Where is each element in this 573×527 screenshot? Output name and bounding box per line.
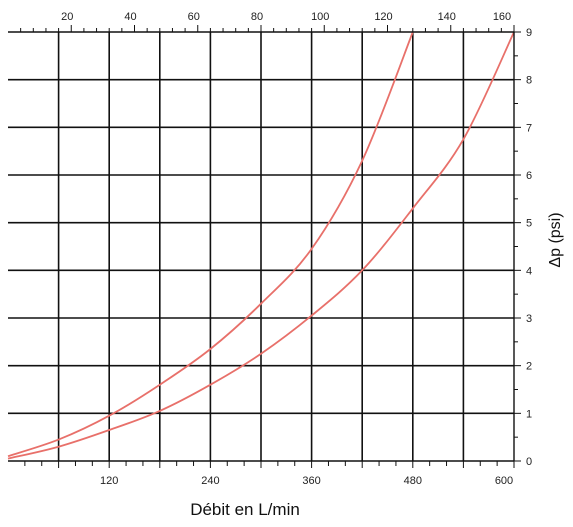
axes: 120 240 360 480 600 20 40 60 80 100 120 140 160 0 1 2 3 4…	[8, 11, 532, 487]
bottom-tick-label: 600	[495, 475, 513, 487]
bottom-tick-label: 360	[302, 475, 320, 487]
top-tick-label: 100	[311, 11, 329, 23]
curves	[7, 31, 515, 460]
right-tick-label: 9	[526, 27, 532, 39]
series-line-1	[7, 31, 414, 458]
right-tick-label: 1	[526, 408, 532, 420]
top-tick-label: 60	[188, 11, 200, 23]
right-tick-label: 6	[526, 170, 532, 182]
top-tick-label: 80	[251, 11, 263, 23]
top-tick-label: 40	[124, 11, 136, 23]
bottom-tick-label: 120	[100, 475, 118, 487]
right-tick-label: 2	[526, 361, 532, 373]
right-tick-label: 3	[526, 313, 532, 325]
x-axis-title: Débit en L/min	[190, 500, 300, 519]
y-axis-title: Δp (psi)	[547, 212, 564, 267]
right-tick-label: 7	[526, 122, 532, 134]
right-tick-label: 8	[526, 75, 532, 87]
grid	[8, 32, 514, 461]
bottom-tick-label: 240	[201, 475, 219, 487]
top-tick-label: 120	[374, 11, 392, 23]
top-tick-label: 160	[493, 11, 511, 23]
top-tick-label: 20	[61, 11, 73, 23]
right-tick-label: 4	[526, 265, 532, 277]
top-tick-label: 140	[438, 11, 456, 23]
right-tick-label: 5	[526, 218, 532, 230]
bottom-tick-label: 480	[404, 475, 422, 487]
series-line-2	[7, 31, 515, 460]
right-tick-label: 0	[526, 456, 532, 468]
